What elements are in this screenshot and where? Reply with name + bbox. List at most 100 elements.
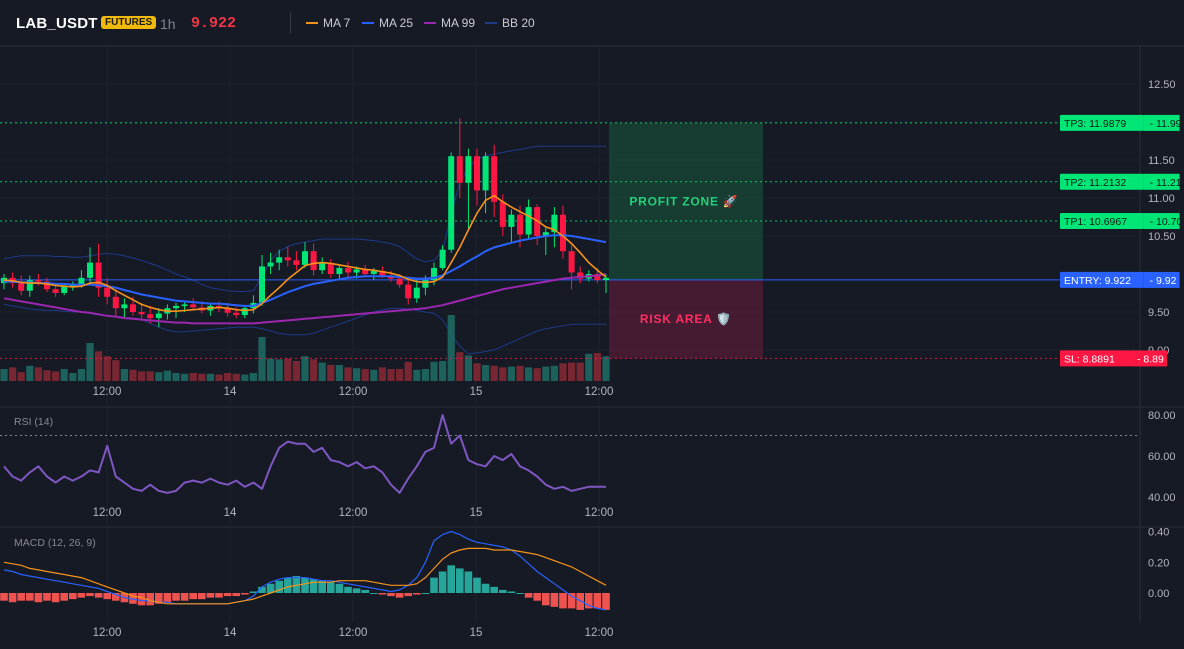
macd-signal-line (3, 547, 607, 605)
volume-bar (69, 373, 77, 381)
level-price-tag-entry (1143, 271, 1180, 288)
volume-bar (473, 363, 481, 381)
level-tag-text-entry: ENTRY: 9.922 (1064, 275, 1131, 287)
candle-body (448, 156, 455, 250)
volume-bar (507, 366, 515, 381)
legend-bb20[interactable]: BB 20 (485, 16, 535, 30)
macd-histogram-bar (51, 593, 60, 603)
candle-body (491, 156, 498, 202)
rsi-title: RSI (14) (14, 416, 53, 428)
macd-histogram-bar (258, 586, 266, 593)
level-price-tag-tp1 (1143, 213, 1180, 230)
macd-histogram-bar (524, 593, 533, 598)
legend-ma25-label: MA 25 (379, 16, 414, 30)
volume-bar (95, 351, 103, 381)
macd-tick-label: 0.20 (1148, 557, 1169, 569)
macd-histogram-bar (292, 576, 301, 593)
candle-body (310, 251, 317, 271)
candle-body (130, 304, 136, 312)
macd-line (3, 530, 607, 611)
macd-histogram-bar (77, 593, 86, 598)
time-axis-label: 15 (470, 627, 483, 639)
candle-body (396, 278, 403, 285)
macd-histogram-bar (137, 593, 146, 606)
level-price-text-tp2: - 11.21 (1150, 177, 1182, 189)
legend-ma25[interactable]: MA 25 (362, 16, 413, 30)
price-tick-label: 12.50 (1148, 79, 1176, 91)
volume-bar (327, 365, 335, 381)
candle-body (568, 251, 575, 273)
macd-histogram-bar (559, 593, 567, 609)
volume-bar (430, 361, 438, 381)
macd-histogram-bar (86, 593, 94, 597)
candle-body (224, 308, 231, 313)
symbol-label[interactable]: LAB_USDT (16, 15, 98, 32)
volume-bar (378, 367, 386, 381)
volume-bar (26, 365, 34, 381)
volume-bar (77, 369, 85, 381)
volume-bar (593, 353, 601, 381)
candle-body (293, 260, 300, 265)
volume-bar (482, 365, 490, 381)
legend-ma7[interactable]: MA 7 (306, 16, 350, 30)
candle-body (499, 201, 506, 227)
macd-histogram-bar (223, 593, 232, 597)
legend-ma99[interactable]: MA 99 (424, 16, 475, 30)
volume-bar (576, 362, 584, 381)
macd-tick-label: 0.40 (1148, 527, 1169, 539)
macd-histogram-bar (17, 593, 25, 601)
macd-histogram-bar (404, 593, 412, 597)
macd-histogram-bar (189, 593, 197, 600)
candle-body (241, 308, 248, 316)
volume-bar (275, 359, 283, 381)
macd-histogram-bar (112, 593, 120, 601)
volume-bar (138, 371, 146, 381)
profit-zone (609, 122, 763, 280)
volume-bar (249, 373, 257, 381)
legend-ma99-label: MA 99 (441, 16, 476, 30)
profit-zone-label: PROFIT ZONE 🚀 (629, 194, 738, 208)
candle-body (370, 270, 377, 274)
candle-body (173, 305, 179, 309)
volume-bar (9, 367, 17, 381)
candle-body (405, 284, 412, 299)
volume-bar (439, 361, 447, 381)
level-tag-sl (1060, 350, 1131, 367)
candle-body (542, 232, 549, 236)
time-axis-label: 12:00 (339, 386, 368, 398)
candle-body (431, 267, 437, 281)
macd-histogram-bar (69, 593, 77, 600)
level-price-text-entry: - 9.92 (1150, 275, 1177, 287)
candle-body (465, 156, 472, 183)
volume-bar (292, 361, 300, 381)
candle-body (474, 156, 480, 191)
level-price-tag-tp3 (1143, 114, 1180, 131)
macd-title: MACD (12, 26, 9) (14, 537, 96, 549)
candle-body (26, 280, 33, 291)
macd-histogram-bar (542, 593, 550, 606)
volume-bar (533, 368, 541, 381)
macd-histogram-bar (327, 582, 335, 593)
candle-body (155, 313, 162, 319)
price-tick-label: 11.50 (1148, 155, 1175, 167)
volume-bar (267, 358, 275, 381)
candle-body (233, 312, 240, 316)
candle-body (35, 280, 42, 282)
candle-body (379, 270, 386, 276)
macd-histogram-bar (430, 577, 438, 593)
macd-histogram-bar (215, 593, 223, 598)
candle-body (44, 281, 50, 290)
macd-histogram-bar (507, 591, 516, 593)
timeframe-label[interactable]: 1h (160, 16, 176, 32)
candle-body (353, 269, 360, 273)
macd-histogram-bar (464, 571, 473, 593)
macd-histogram-bar (309, 579, 318, 593)
level-tag-text-tp3: TP3: 11.9879 (1064, 118, 1126, 130)
volume-bar (516, 365, 524, 381)
volume-bar (206, 373, 214, 381)
candle-body (336, 267, 343, 274)
volume-bar (34, 367, 42, 381)
price-tick-label: 10.50 (1148, 231, 1176, 243)
volume-bar (559, 363, 567, 381)
